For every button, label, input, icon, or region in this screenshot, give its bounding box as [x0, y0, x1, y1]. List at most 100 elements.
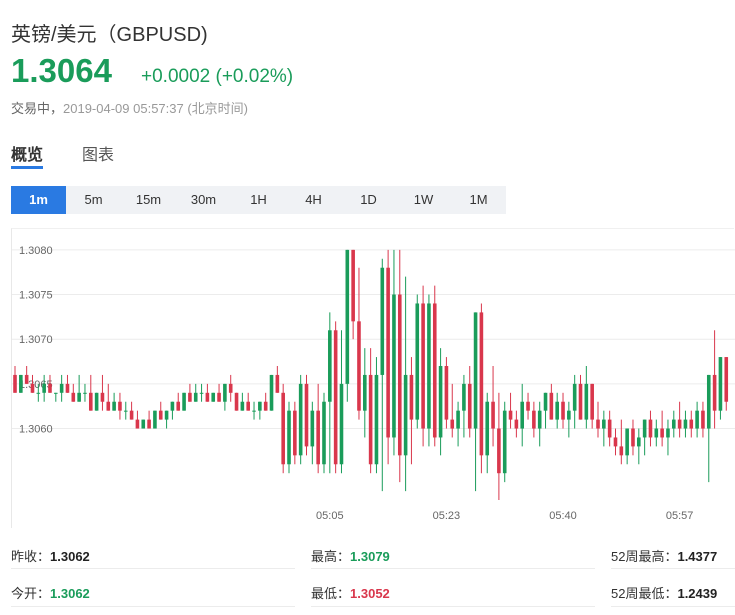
candle	[631, 428, 635, 447]
candle	[660, 428, 664, 438]
candle	[596, 419, 600, 429]
divider	[11, 568, 295, 569]
stat-value: 1.3062	[50, 549, 90, 564]
timeframe-4h[interactable]: 4H	[305, 192, 322, 207]
candle	[368, 374, 373, 465]
candle	[54, 392, 58, 394]
timeframe-1h[interactable]: 1H	[250, 192, 267, 207]
timeframe-1w[interactable]: 1W	[413, 192, 434, 207]
x-tick-label: 05:40	[549, 510, 577, 522]
candle	[199, 392, 204, 394]
timeframe-15m[interactable]: 15m	[135, 192, 162, 207]
stat-value: 1.2439	[677, 586, 718, 601]
candle	[508, 410, 513, 420]
candle	[48, 383, 52, 393]
stat-value: 1.3079	[350, 549, 390, 564]
candle	[281, 392, 285, 465]
candle	[648, 419, 653, 438]
candle	[269, 374, 274, 411]
candle	[228, 383, 233, 393]
stat-value: 1.4377	[677, 549, 718, 564]
candle	[65, 383, 70, 393]
timeframe-1m[interactable]: 1m	[11, 186, 66, 214]
candle	[293, 410, 297, 456]
candle	[30, 383, 35, 393]
stat-label: 52周最低：	[611, 586, 678, 601]
timeframe-1mo[interactable]: 1M	[469, 192, 488, 207]
candle	[153, 410, 157, 429]
candle	[252, 410, 256, 412]
candle	[170, 401, 175, 411]
candle	[94, 392, 99, 411]
candle	[141, 419, 146, 429]
y-tick-label: 1.3075	[19, 290, 53, 302]
candle	[479, 312, 484, 456]
candle	[392, 294, 396, 438]
candle	[158, 410, 163, 420]
tab-chart[interactable]: 图表	[82, 147, 115, 164]
divider	[11, 606, 295, 607]
candlestick-chart[interactable]: 1.3080 1.3075 1.3070 1.3065 1.3060 05:05 05:23…	[11, 228, 735, 528]
tab-overview[interactable]: 概览	[11, 147, 44, 164]
candle	[164, 410, 169, 420]
candle	[497, 428, 501, 474]
candle	[584, 383, 589, 420]
candle	[555, 401, 559, 420]
candle	[316, 410, 320, 465]
candle	[304, 383, 309, 447]
timeframe-30m[interactable]: 30m	[190, 192, 217, 207]
candle	[677, 419, 682, 429]
candle	[59, 383, 64, 393]
x-tick-label: 05:05	[316, 510, 344, 522]
candle	[718, 357, 723, 411]
candle	[695, 410, 699, 429]
candle	[409, 374, 414, 420]
candle	[473, 312, 478, 429]
candle	[403, 374, 408, 456]
candle	[706, 374, 711, 429]
stats-panel: 昨收：1.3062 最高：1.3079 52周最高：1.4377 今开：1.30…	[0, 538, 735, 615]
stat-low: 最低：1.3052	[311, 583, 390, 602]
candle	[19, 374, 23, 393]
divider	[611, 606, 735, 607]
candle	[380, 267, 385, 375]
candle	[188, 392, 192, 402]
candle	[363, 374, 367, 411]
trading-status: 交易中，2019-04-09 05:57:37 (北京时间)	[11, 98, 248, 117]
timeframe-1d[interactable]: 1D	[360, 192, 377, 207]
candle	[88, 392, 93, 411]
candle	[397, 294, 402, 456]
candle	[561, 401, 565, 420]
stat-label: 今开：	[11, 586, 51, 601]
candle	[24, 374, 29, 384]
candle	[549, 392, 554, 420]
candle	[77, 392, 81, 402]
candle	[578, 383, 583, 420]
candle	[432, 303, 437, 438]
candle	[275, 374, 280, 393]
candle	[625, 428, 629, 456]
candle	[123, 410, 128, 412]
candle	[258, 401, 262, 411]
candle	[328, 330, 332, 402]
candle	[421, 303, 425, 429]
candle	[217, 392, 221, 402]
candle	[462, 383, 466, 411]
candle	[613, 437, 618, 447]
x-tick-label: 05:57	[666, 510, 694, 522]
candle	[374, 374, 379, 465]
candle	[345, 249, 350, 384]
candle	[36, 392, 41, 394]
y-tick-label: 1.3060	[19, 424, 53, 436]
stat-prev-close: 昨收：1.3062	[11, 546, 90, 565]
candle	[666, 428, 670, 438]
candle	[339, 383, 344, 465]
stat-label: 昨收：	[11, 549, 51, 564]
candle	[333, 330, 338, 465]
candle	[619, 446, 624, 456]
candle	[42, 383, 46, 393]
candle	[147, 419, 151, 429]
candle	[701, 410, 705, 429]
candle	[205, 392, 210, 402]
timeframe-5m[interactable]: 5m	[84, 192, 103, 207]
